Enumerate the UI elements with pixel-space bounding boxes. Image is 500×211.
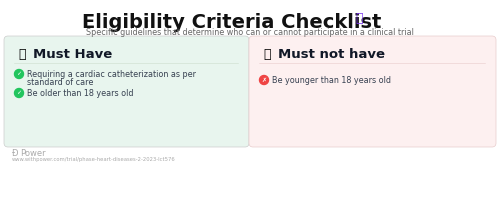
Text: ✗: ✗ [262,77,266,83]
Circle shape [14,88,24,97]
Circle shape [14,69,24,78]
Text: Must not have: Must not have [278,48,385,61]
Text: Specific guidelines that determine who can or cannot participate in a clinical t: Specific guidelines that determine who c… [86,28,414,37]
Circle shape [260,76,268,84]
FancyBboxPatch shape [4,36,249,147]
Text: Must Have: Must Have [33,48,112,61]
FancyBboxPatch shape [249,36,496,147]
Text: Be older than 18 years old: Be older than 18 years old [27,89,134,98]
Text: Be younger than 18 years old: Be younger than 18 years old [272,76,391,85]
Text: Requiring a cardiac catheterization as per: Requiring a cardiac catheterization as p… [27,70,196,79]
Text: 👍: 👍 [18,48,26,61]
Text: www.withpower.com/trial/phase-heart-diseases-2-2023-lct576: www.withpower.com/trial/phase-heart-dise… [12,157,176,162]
Text: Ɖ: Ɖ [12,149,18,158]
Text: standard of care: standard of care [27,78,94,87]
Text: ✓: ✓ [16,72,21,77]
Text: Eligibility Criteria Checklist: Eligibility Criteria Checklist [82,13,382,32]
Text: 📋: 📋 [355,12,362,25]
Text: 👎: 👎 [263,48,270,61]
Text: ✓: ✓ [16,91,21,96]
Text: Power: Power [20,149,46,158]
